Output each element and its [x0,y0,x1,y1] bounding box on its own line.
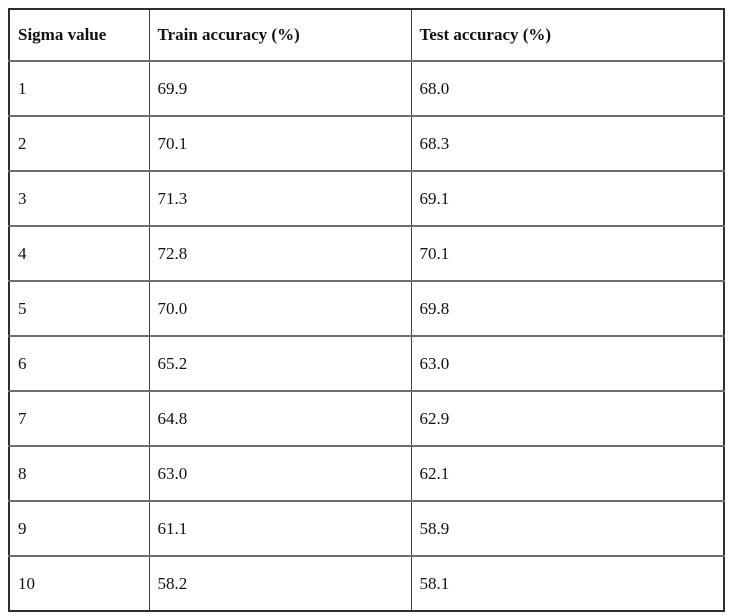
table-cell: 62.1 [410,446,724,502]
table-header-row: Sigma value Train accuracy (%) Test accu… [9,9,724,62]
table-cell: 7 [9,391,150,447]
results-table: Sigma value Train accuracy (%) Test accu… [8,8,725,612]
table-row: 9 61.1 58.9 [9,501,724,557]
table-cell: 72.8 [148,226,412,282]
table-cell: 71.3 [148,171,412,227]
table-cell: 58.1 [410,556,724,611]
table-row: 10 58.2 58.1 [9,556,724,611]
table-cell: 70.1 [148,116,412,172]
table-cell: 68.3 [410,116,724,172]
table-row: 1 69.9 68.0 [9,61,724,117]
column-header-sigma-value: Sigma value [9,9,150,62]
table-cell: 1 [9,61,150,117]
table-cell: 58.2 [148,556,412,611]
table-cell: 58.9 [410,501,724,557]
table-cell: 69.8 [410,281,724,337]
table-cell: 2 [9,116,150,172]
table-cell: 6 [9,336,150,392]
table-cell: 70.1 [410,226,724,282]
table-cell: 63.0 [148,446,412,502]
table-cell: 4 [9,226,150,282]
table-cell: 69.1 [410,171,724,227]
table-row: 4 72.8 70.1 [9,226,724,282]
table-cell: 62.9 [410,391,724,447]
table-cell: 3 [9,171,150,227]
table-cell: 63.0 [410,336,724,392]
table-row: 8 63.0 62.1 [9,446,724,502]
table-cell: 64.8 [148,391,412,447]
table-cell: 9 [9,501,150,557]
table-row: 3 71.3 69.1 [9,171,724,227]
table-cell: 10 [9,556,150,611]
table-cell: 61.1 [148,501,412,557]
table-cell: 5 [9,281,150,337]
table-cell: 65.2 [148,336,412,392]
table-cell: 70.0 [148,281,412,337]
table-row: 7 64.8 62.9 [9,391,724,447]
table-cell: 8 [9,446,150,502]
table-row: 2 70.1 68.3 [9,116,724,172]
table-cell: 69.9 [148,61,412,117]
table-row: 6 65.2 63.0 [9,336,724,392]
column-header-test-accuracy: Test accuracy (%) [410,9,724,62]
column-header-train-accuracy: Train accuracy (%) [148,9,412,62]
table-row: 5 70.0 69.8 [9,281,724,337]
table-body: 1 69.9 68.0 2 70.1 68.3 3 71.3 69.1 4 72.8 70.1 5 70.… [9,61,724,611]
table-cell: 68.0 [410,61,724,117]
